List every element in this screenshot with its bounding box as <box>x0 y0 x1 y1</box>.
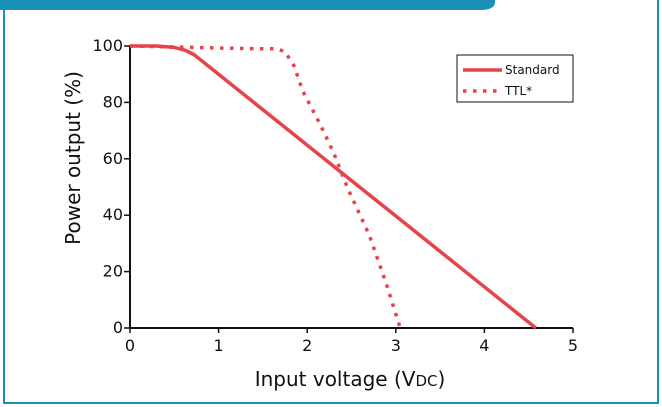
series-layer <box>129 44 537 330</box>
y-tick-label: 60 <box>103 149 123 168</box>
header-banner <box>0 0 495 10</box>
series-line-ttl <box>129 44 402 329</box>
y-tick-label: 20 <box>103 262 123 281</box>
x-tick-label: 1 <box>214 336 224 355</box>
y-tick-label: 100 <box>92 36 123 55</box>
y-tick-label: 80 <box>103 92 123 111</box>
x-tick-label: 5 <box>568 336 578 355</box>
x-axis-title: Input voltage (VDC) <box>255 367 446 391</box>
legend-box <box>456 54 574 103</box>
y-axis-title: Power output (%) <box>61 71 85 245</box>
y-tick-label: 0 <box>113 318 123 337</box>
y-axis-ticks: 0 20 40 60 80 100 <box>92 36 130 337</box>
legend-label-standard: Standard <box>505 63 560 77</box>
x-tick-label: 0 <box>125 336 135 355</box>
x-axis-ticks: 0 1 2 3 4 5 <box>125 328 578 355</box>
axes <box>129 46 573 329</box>
x-tick-label: 2 <box>302 336 312 355</box>
x-tick-label: 3 <box>391 336 401 355</box>
y-tick-label: 40 <box>103 205 123 224</box>
legend-label-ttl: TTL* <box>504 84 532 98</box>
panel-border <box>3 0 659 404</box>
series-line-standard <box>130 44 537 330</box>
legend: Standard TTL* <box>456 54 574 103</box>
x-tick-label: 4 <box>479 336 489 355</box>
